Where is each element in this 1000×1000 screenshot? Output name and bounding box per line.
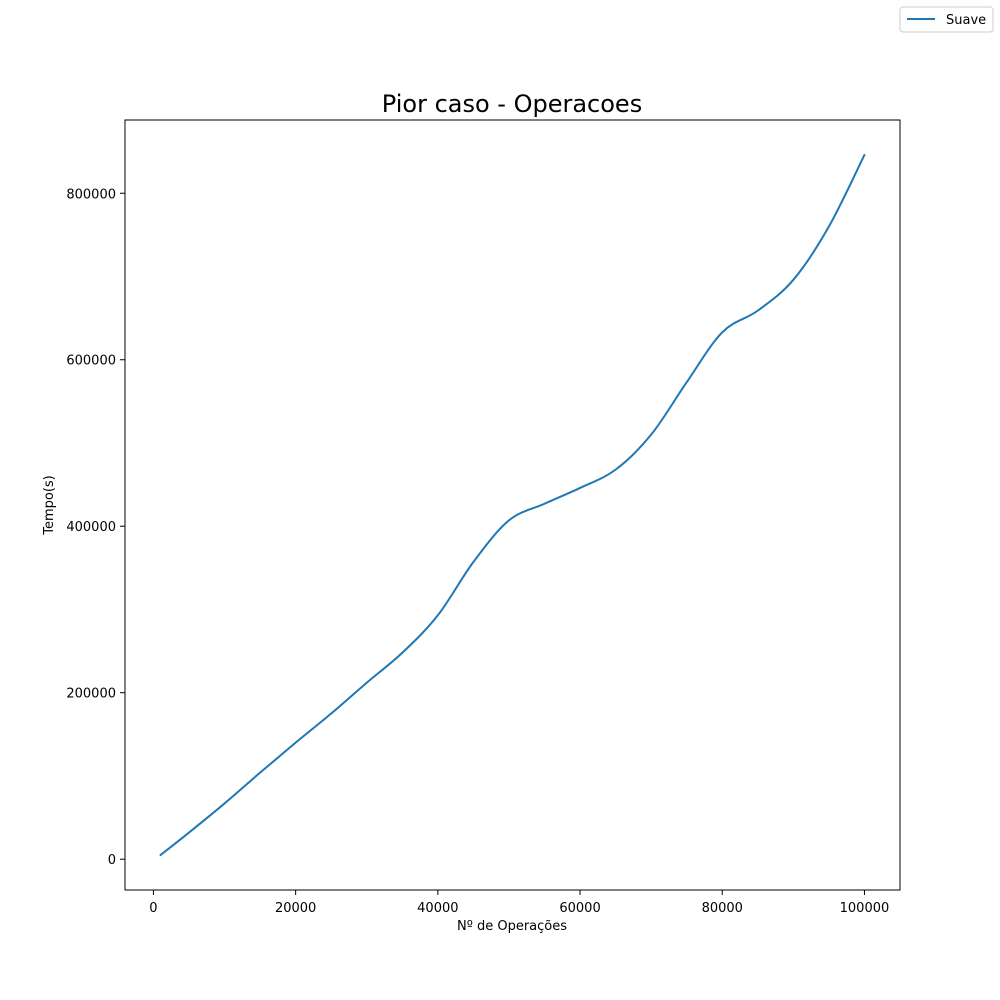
x-tick-label: 40000 (417, 901, 458, 916)
legend-label-suave: Suave (946, 13, 986, 28)
x-axis-label: Nº de Operações (457, 919, 567, 934)
plot-frame (124, 119, 901, 891)
plot-area (125, 120, 900, 890)
y-tick-label: 800000 (66, 187, 116, 202)
x-tick-label: 80000 (702, 901, 743, 916)
y-axis-label: Tempo(s) (42, 475, 57, 536)
legend: Suave (899, 6, 994, 33)
y-tick-label: 0 (108, 853, 116, 868)
chart-title: Pior caso - Operacoes (382, 90, 642, 118)
series-layer (159, 153, 866, 857)
x-tick-label: 60000 (559, 901, 600, 916)
axes: 0 20000 40000 60000 80000 100000 0 200000 400000… (66, 187, 889, 916)
series-line-suave (159, 153, 866, 857)
x-tick-label: 100000 (840, 901, 890, 916)
y-tick-label: 200000 (66, 687, 116, 702)
x-tick-label: 20000 (275, 901, 316, 916)
y-tick-label: 400000 (66, 520, 116, 535)
legend-box (899, 6, 994, 33)
x-tick-label: 0 (149, 901, 157, 916)
y-tick-label: 600000 (66, 354, 116, 369)
